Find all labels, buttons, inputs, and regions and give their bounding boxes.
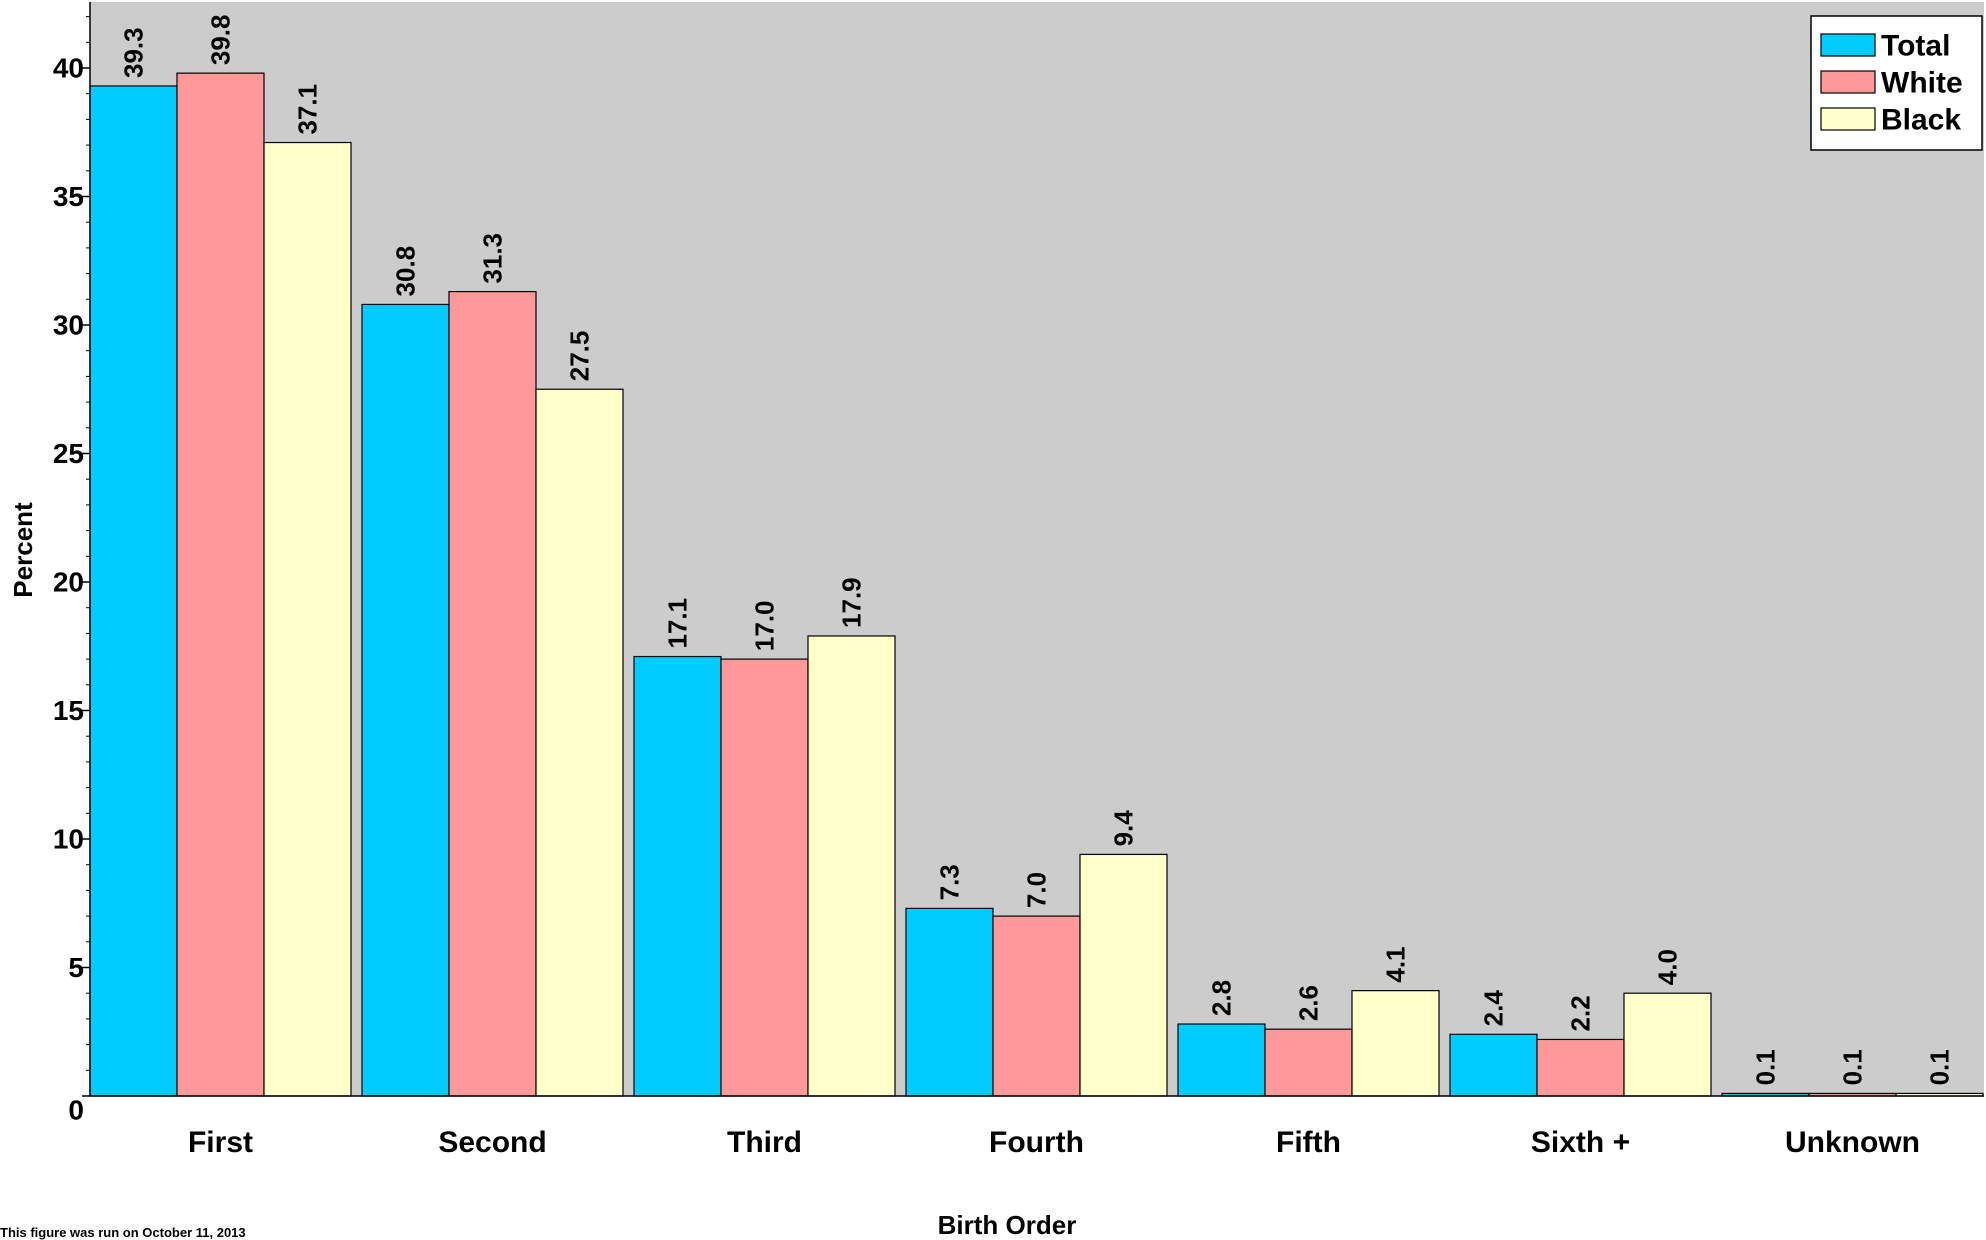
bar-total-1 [361,303,450,1097]
x-axis: First Second Third Fourth Fifth Sixth + Unknow… [188,1126,1920,1159]
bar-white-4 [1264,1028,1353,1097]
data-label: 37.1 [293,84,323,135]
data-label: 4.1 [1381,946,1411,982]
y-tick-label: 25 [53,438,84,469]
data-label: 17.0 [750,600,780,651]
category-label: First [188,1126,253,1159]
bar-black-2 [807,635,896,1097]
category-label: Second [438,1126,546,1159]
data-label: 0.1 [1925,1049,1955,1085]
bar-total-4 [1177,1023,1266,1097]
legend-label-white: White [1881,67,1963,100]
data-label: 7.0 [1022,872,1052,908]
legend-swatch-white [1820,70,1876,94]
y-tick-label: 0 [68,1095,84,1126]
data-label: 7.3 [935,864,965,900]
data-label: 0.1 [1838,1049,1868,1085]
bar-total-0 [89,85,178,1097]
x-axis-title: Birth Order [938,1210,1077,1240]
y-tick-label: 10 [53,824,84,855]
bar-black-3 [1079,853,1168,1097]
y-tick-label: 15 [53,695,84,726]
bar-black-0 [263,141,352,1097]
data-label: 9.4 [1109,810,1139,847]
data-label: 0.1 [1751,1049,1781,1085]
y-axis: 0 5 10 15 20 25 30 35 40 [53,16,90,1126]
bar-white-2 [720,658,809,1097]
bar-total-5 [1449,1033,1538,1097]
bar-black-5 [1623,992,1712,1097]
bar-white-0 [176,72,265,1097]
data-label: 31.3 [478,233,508,284]
bar-total-3 [905,907,994,1097]
data-label: 17.1 [663,598,693,649]
bar-total-2 [633,655,722,1097]
legend-label-black: Black [1881,104,1961,137]
footnote: This figure was run on October 11, 2013 [0,1225,246,1240]
data-label: 2.4 [1479,990,1509,1027]
y-tick-label: 5 [68,952,84,983]
data-label: 17.9 [837,577,867,628]
legend-swatch-total [1820,33,1876,57]
bar-white-3 [992,915,1081,1097]
bars [89,72,1984,1097]
data-label: 2.8 [1207,980,1237,1016]
category-label: Fourth [989,1126,1084,1159]
data-label: 2.6 [1294,985,1324,1021]
data-label: 4.0 [1653,949,1683,985]
bar-white-5 [1536,1038,1625,1097]
legend-label-total: Total [1881,30,1950,63]
bar-black-4 [1351,990,1440,1097]
bar-black-1 [535,388,624,1097]
data-label: 27.5 [565,331,595,382]
legend: Total White Black [1810,15,1983,151]
bar-white-1 [448,290,537,1097]
y-tick-label: 20 [53,567,84,598]
data-label: 39.3 [119,27,149,78]
category-label: Unknown [1785,1126,1920,1159]
y-tick-label: 30 [53,310,84,341]
category-label: Sixth + [1531,1126,1630,1159]
data-label: 30.8 [391,246,421,297]
data-label: 39.8 [206,15,236,66]
category-label: Fifth [1276,1126,1341,1159]
legend-swatch-black [1820,107,1876,131]
y-axis-title: Percent [8,502,38,598]
data-label: 2.2 [1566,995,1596,1031]
category-label: Third [727,1126,802,1159]
data-labels: 39.3 39.8 37.1 30.8 31.3 27.5 17.1 17.0 17.9 7.3 7… [119,15,1955,1086]
y-tick-label: 35 [53,181,84,212]
y-tick-label: 40 [53,53,84,84]
